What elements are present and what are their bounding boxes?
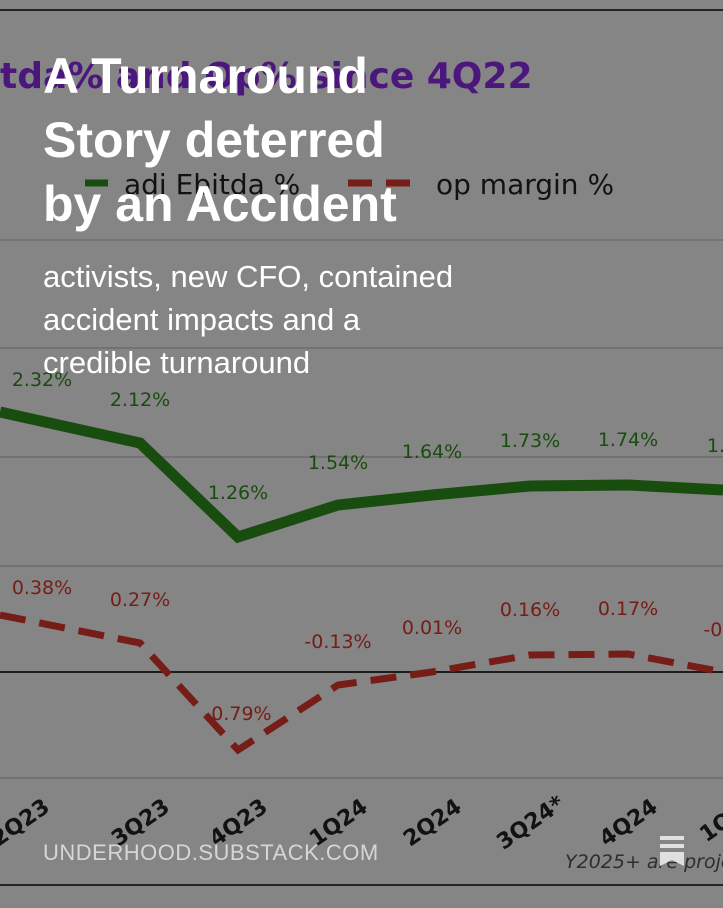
ebitda-line [0, 406, 723, 544]
legend-label: adj Ebitda % [124, 168, 300, 201]
ebitda-data-label: 1.26% [208, 482, 268, 504]
op-data-label: 0.01% [402, 617, 462, 639]
op-line [0, 611, 723, 755]
op-data-label: -0.0 [703, 619, 723, 641]
ebitda-data-label: 1.74% [598, 429, 658, 451]
title-line: by an Accident [43, 176, 397, 232]
title-line: A Turnaround [43, 48, 368, 104]
op-data-label: 0.16% [500, 599, 560, 621]
op-data-label: 0.27% [110, 589, 170, 611]
op-data-label: -0.13% [304, 631, 371, 653]
op-data-label: -0.79% [204, 703, 271, 725]
card-text: A Turnaround Story deterred by an Accident… [43, 48, 453, 865]
icon-bar [660, 836, 684, 840]
chart-title: tda% and Op% since 4Q22 [0, 56, 533, 97]
op-data-label: 0.38% [12, 577, 72, 599]
ebitda-data-label: 2.12% [110, 389, 170, 411]
subtitle-line: credible turnaround [43, 345, 310, 380]
icon-ribbon [660, 852, 684, 866]
subtitle-line: accident impacts and a [43, 302, 361, 337]
title-line: Story deterred [43, 112, 385, 168]
subtitle-line: activists, new CFO, contained [43, 259, 453, 294]
ebitda-data-label: 1.7 [707, 435, 723, 457]
ebitda-data-label: 2.32% [12, 369, 72, 391]
ebitda-data-label: 1.73% [500, 430, 560, 452]
ebitda-data-label: 1.64% [402, 441, 462, 463]
icon-bar [660, 844, 684, 848]
ebitda-data-label: 1.54% [308, 452, 368, 474]
substack-icon [660, 836, 684, 866]
op-data-label: 0.17% [598, 598, 658, 620]
legend-label: op margin % [436, 168, 614, 201]
grid [0, 239, 723, 779]
site-name: UNDERHOOD.SUBSTACK.COM [43, 840, 379, 865]
